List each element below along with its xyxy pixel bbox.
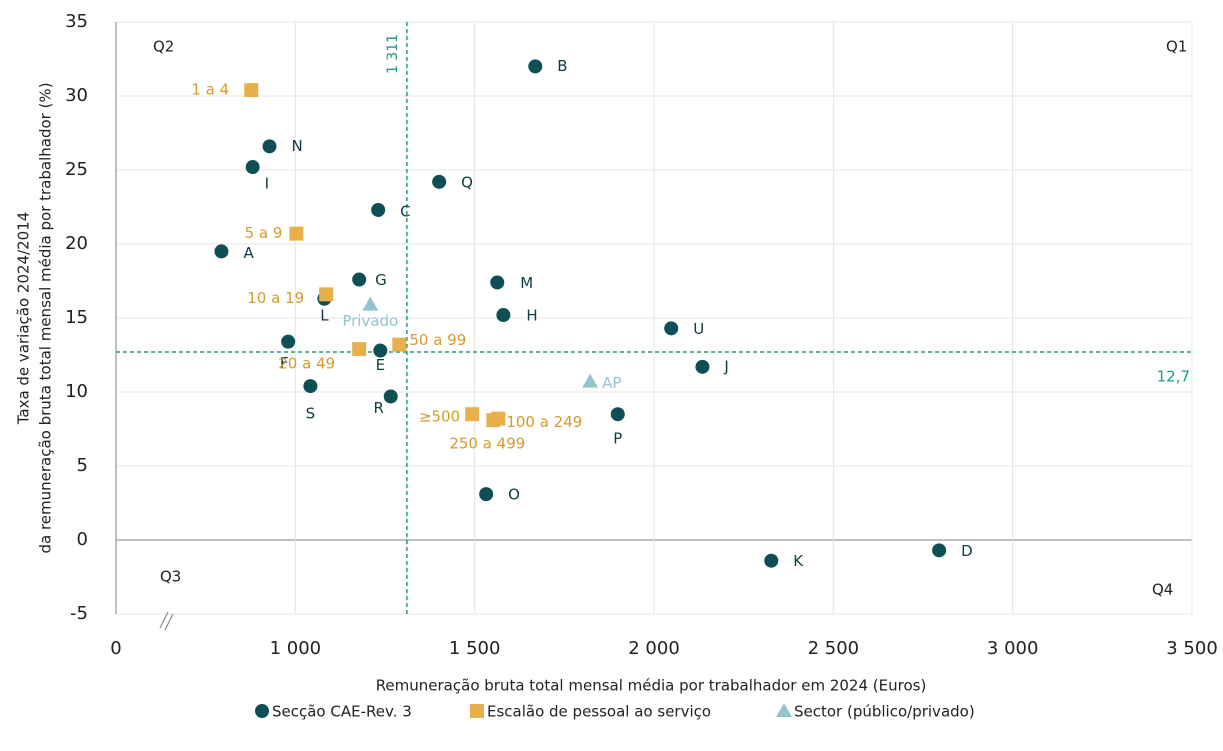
reference-label: 12,7 bbox=[1157, 368, 1190, 386]
legend-marker bbox=[255, 704, 269, 718]
point bbox=[490, 275, 505, 290]
legend-label: Secção CAE-Rev. 3 bbox=[272, 703, 412, 721]
x-tick-label: 3 000 bbox=[987, 638, 1039, 659]
grid bbox=[115, 21, 1193, 615]
point bbox=[528, 59, 543, 74]
point-label: E bbox=[376, 356, 385, 374]
legend-label: Sector (público/privado) bbox=[794, 703, 975, 721]
point-label: P bbox=[613, 430, 622, 448]
quadrant-label: Q1 bbox=[1166, 38, 1187, 56]
y-tick-label: 30 bbox=[65, 85, 88, 106]
y-tick-label: 25 bbox=[65, 159, 88, 180]
y-tick-label: 15 bbox=[65, 307, 88, 328]
axis-break bbox=[159, 611, 174, 631]
x-tick-label: 1 000 bbox=[270, 638, 322, 659]
point-label: D bbox=[961, 542, 973, 560]
point-label: M bbox=[520, 274, 533, 292]
point bbox=[392, 337, 407, 352]
point-label: 100 a 249 bbox=[506, 413, 582, 431]
x-tick-label: 2 000 bbox=[628, 638, 680, 659]
legend-label: Escalão de pessoal ao serviço bbox=[487, 703, 711, 721]
point bbox=[371, 202, 386, 217]
point bbox=[932, 543, 947, 558]
point bbox=[695, 359, 710, 374]
point-label: I bbox=[265, 175, 269, 193]
x-tick-label: 3 500 bbox=[1166, 638, 1218, 659]
point bbox=[610, 407, 625, 422]
point-label: C bbox=[400, 202, 410, 220]
y-tick-label: 35 bbox=[65, 11, 88, 32]
x-tick-label: 1 500 bbox=[449, 638, 501, 659]
point-label: 10 a 19 bbox=[247, 289, 304, 307]
point bbox=[479, 487, 494, 502]
point-label: B bbox=[557, 57, 567, 75]
point bbox=[465, 407, 480, 422]
x-axis-title: Remuneração bruta total mensal média por… bbox=[376, 677, 927, 695]
quadrant-label: Q4 bbox=[1152, 581, 1173, 599]
point bbox=[491, 411, 506, 426]
x-tick-label: 2 500 bbox=[808, 638, 860, 659]
point-label: S bbox=[306, 405, 316, 423]
y-axis-title: da remuneração bruta total mensal média … bbox=[37, 82, 55, 553]
point bbox=[352, 342, 367, 357]
y-tick-label: 20 bbox=[65, 233, 88, 254]
point bbox=[664, 321, 679, 336]
legend-marker bbox=[470, 704, 484, 718]
y-tick-label: -5 bbox=[70, 603, 88, 624]
y-tick-label: 5 bbox=[77, 455, 88, 476]
y-tick-label: 0 bbox=[77, 529, 88, 550]
y-axis-title: Taxa de variação 2024/2014 bbox=[15, 212, 33, 426]
point-label: 250 a 499 bbox=[449, 435, 525, 453]
reference-label: 1 311 bbox=[385, 34, 401, 74]
point bbox=[281, 334, 296, 349]
point-label: AP bbox=[602, 374, 621, 392]
point-label: N bbox=[292, 137, 303, 155]
point bbox=[362, 296, 379, 311]
point-label: G bbox=[375, 271, 387, 289]
point bbox=[262, 139, 277, 154]
point-label: L bbox=[320, 306, 329, 324]
point-label: O bbox=[508, 486, 520, 504]
point bbox=[244, 83, 259, 98]
point bbox=[582, 373, 599, 388]
point bbox=[383, 389, 398, 404]
point-label: 50 a 99 bbox=[409, 331, 466, 349]
x-tick-label: 0 bbox=[110, 638, 121, 659]
quadrant-label: Q2 bbox=[153, 38, 174, 56]
point-label: Q bbox=[461, 173, 473, 191]
point bbox=[373, 343, 388, 358]
point-label: J bbox=[723, 357, 728, 375]
point-label: U bbox=[693, 320, 704, 338]
point bbox=[289, 226, 304, 241]
point bbox=[496, 308, 511, 323]
y-tick-label: 10 bbox=[65, 381, 88, 402]
point-label: K bbox=[793, 552, 804, 570]
point bbox=[303, 379, 318, 394]
point-label: R bbox=[374, 399, 384, 417]
point bbox=[214, 244, 229, 259]
legend-marker bbox=[776, 703, 792, 717]
point bbox=[352, 272, 367, 287]
point-label: Privado bbox=[342, 312, 398, 330]
point bbox=[764, 553, 779, 568]
point-label: A bbox=[243, 244, 254, 262]
point bbox=[319, 287, 334, 302]
point-label: F bbox=[280, 354, 289, 372]
point-label: 20 a 49 bbox=[278, 355, 335, 373]
point bbox=[432, 174, 447, 189]
point-label: ≥500 bbox=[419, 408, 460, 426]
quadrant-label: Q3 bbox=[160, 568, 181, 586]
point-label: 1 a 4 bbox=[191, 81, 229, 99]
point-label: 5 a 9 bbox=[245, 224, 283, 242]
point-label: H bbox=[526, 307, 537, 325]
point bbox=[245, 160, 260, 175]
